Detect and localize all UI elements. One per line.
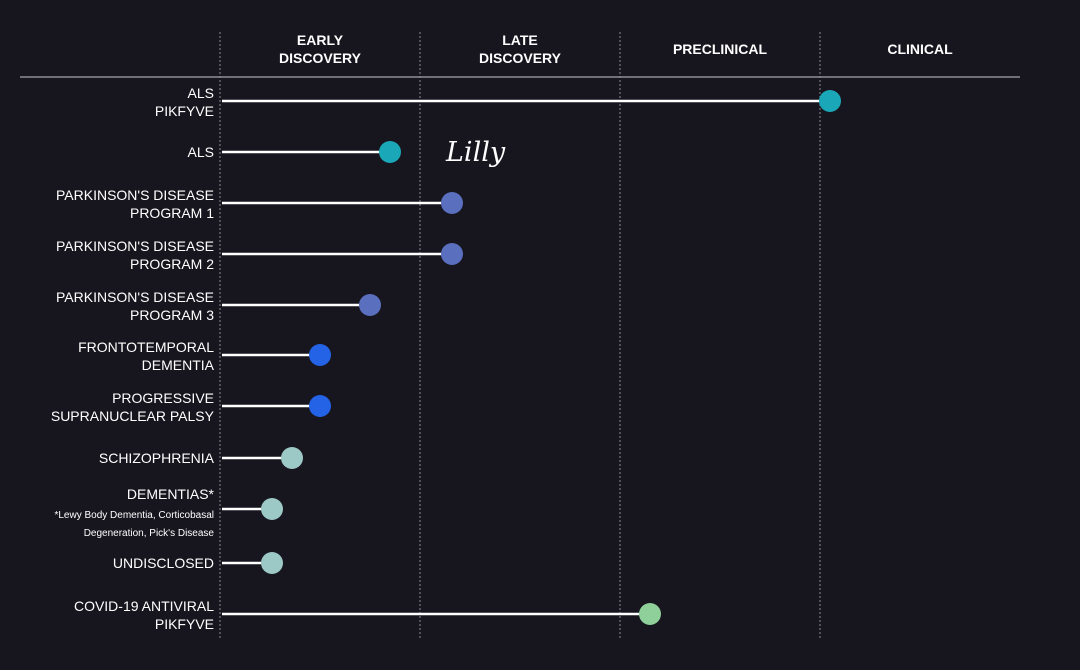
stage-header-1: DISCOVERY xyxy=(479,50,562,66)
progress-dot xyxy=(639,603,661,625)
program-label: PARKINSON'S DISEASE xyxy=(56,187,214,203)
stage-header-1: LATE xyxy=(502,32,538,48)
program-note: Degeneration, Pick's Disease xyxy=(84,528,215,539)
progress-dot xyxy=(281,447,303,469)
progress-dot xyxy=(359,294,381,316)
program-label: PROGRAM 2 xyxy=(130,256,214,272)
stage-header-0: DISCOVERY xyxy=(279,50,362,66)
program-label: SCHIZOPHRENIA xyxy=(99,450,215,466)
progress-dot xyxy=(309,344,331,366)
program-label: SUPRANUCLEAR PALSY xyxy=(51,408,215,424)
program-label: PARKINSON'S DISEASE xyxy=(56,238,214,254)
program-label: DEMENTIAS* xyxy=(127,486,215,502)
stage-header-3: CLINICAL xyxy=(887,41,953,57)
program-label: PIKFYVE xyxy=(155,616,214,632)
lilly-logo: Lilly xyxy=(445,137,506,168)
progress-dot xyxy=(441,243,463,265)
program-label: PARKINSON'S DISEASE xyxy=(56,289,214,305)
program-label: ALS xyxy=(188,144,214,160)
program-label: COVID-19 ANTIVIRAL xyxy=(74,598,214,614)
program-label: PROGRAM 3 xyxy=(130,307,214,323)
progress-dot xyxy=(261,552,283,574)
stage-header-2: PRECLINICAL xyxy=(673,41,768,57)
program-label: PROGRAM 1 xyxy=(130,205,214,221)
stage-header-0: EARLY xyxy=(297,32,344,48)
program-label: PROGRESSIVE xyxy=(112,390,214,406)
program-label: UNDISCLOSED xyxy=(113,555,214,571)
program-note: *Lewy Body Dementia, Corticobasal xyxy=(54,510,214,521)
program-label: DEMENTIA xyxy=(142,357,215,373)
progress-dot xyxy=(261,498,283,520)
progress-dot xyxy=(441,192,463,214)
program-label: FRONTOTEMPORAL xyxy=(78,339,214,355)
program-label: ALS xyxy=(188,85,214,101)
progress-dot xyxy=(379,141,401,163)
progress-dot xyxy=(309,395,331,417)
progress-dot xyxy=(819,90,841,112)
program-label: PIKFYVE xyxy=(155,103,214,119)
